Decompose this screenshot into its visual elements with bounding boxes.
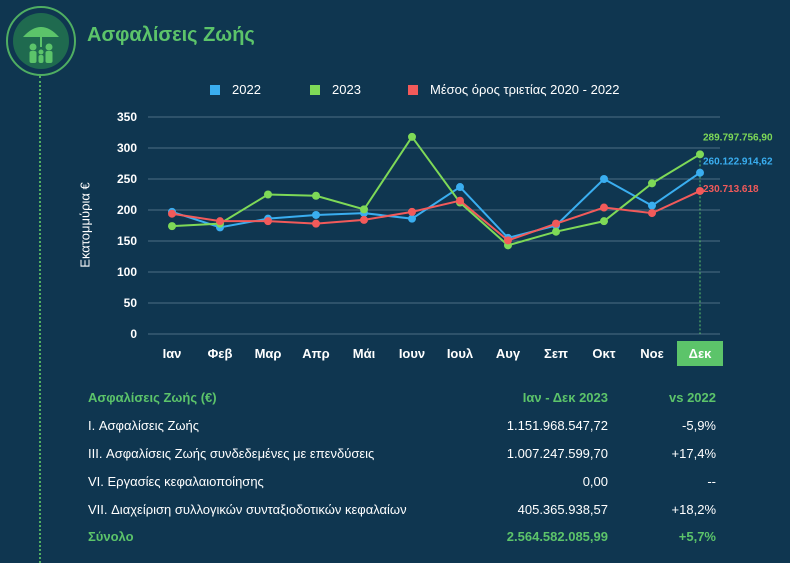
- data-point: [696, 168, 704, 177]
- row-label: VII. Διαχείριση συλλογικών συνταξιοδοτικ…: [88, 502, 407, 517]
- legend-label: 2022: [232, 82, 261, 97]
- data-point: [264, 217, 272, 226]
- header-col1: Ιαν - Δεκ 2023: [522, 390, 608, 405]
- data-point: [312, 210, 320, 219]
- x-tick-label: Αυγ: [496, 346, 521, 361]
- header-col2: vs 2022: [669, 390, 716, 405]
- row-label: VI. Εργασίες κεφαλαιοποίησης: [88, 474, 264, 489]
- end-data-label: 289.797.756,90: [703, 132, 773, 143]
- table-total-row: Σύνολο 2.564.582.085,99 +5,7%: [88, 529, 728, 549]
- end-data-label: 230.713.618: [703, 184, 759, 195]
- data-point: [552, 219, 560, 228]
- data-point: [312, 219, 320, 228]
- data-point: [648, 201, 656, 210]
- series-line: [171, 135, 701, 247]
- row-label: III. Ασφαλίσεις Ζωής συνδεδεμένες με επε…: [88, 446, 375, 461]
- x-tick-label: Απρ: [302, 346, 329, 361]
- data-point: [168, 222, 176, 231]
- x-tick-label: Ιουν: [399, 346, 425, 361]
- dotted-rail: [39, 76, 41, 563]
- row-vs: -5,9%: [682, 418, 716, 433]
- legend-item-2022: 2022: [210, 82, 261, 97]
- umbrella-family-icon: [13, 13, 69, 69]
- legend-swatch: [408, 85, 418, 95]
- data-point: [408, 207, 416, 216]
- page-title: Ασφαλίσεις Ζωής: [87, 24, 255, 46]
- data-point: [168, 209, 176, 218]
- data-point: [456, 196, 464, 205]
- total-value: 2.564.582.085,99: [506, 529, 608, 544]
- y-tick-label: 300: [117, 141, 137, 155]
- row-vs: --: [707, 474, 716, 489]
- data-point: [600, 203, 608, 212]
- data-point: [456, 183, 464, 192]
- legend-item-average: Μέσος όρος τριετίας 2020 - 2022: [408, 82, 620, 97]
- end-data-label: 260.122.914,62: [703, 157, 773, 168]
- total-label: Σύνολο: [88, 529, 134, 544]
- highlight-box: [677, 341, 723, 366]
- y-tick-label: 50: [124, 296, 138, 310]
- legend-swatch: [310, 85, 320, 95]
- data-point: [552, 227, 560, 236]
- y-tick-label: 0: [130, 327, 137, 341]
- header-label: Ασφαλίσεις Ζωής (€): [88, 390, 217, 405]
- data-point: [408, 132, 416, 141]
- data-point: [504, 236, 512, 245]
- series-line: [171, 190, 701, 242]
- x-tick-label: Νοε: [640, 346, 664, 361]
- x-tick-label: Μάι: [353, 346, 376, 361]
- data-point: [216, 217, 224, 226]
- legend-label: 2023: [332, 82, 361, 97]
- data-point: [696, 186, 704, 195]
- data-point: [408, 214, 416, 223]
- data-point: [696, 150, 704, 159]
- data-point: [648, 209, 656, 218]
- x-tick-label: Φεβ: [208, 346, 233, 361]
- y-tick-label: 100: [117, 265, 137, 279]
- row-vs: +18,2%: [671, 502, 716, 517]
- x-tick-label: Οκτ: [592, 346, 615, 361]
- legend-item-2023: 2023: [310, 82, 361, 97]
- y-tick-label: 350: [117, 110, 137, 124]
- data-point: [360, 215, 368, 224]
- table-row: I. Ασφαλίσεις Ζωής 1.151.968.547,72 -5,9…: [88, 418, 728, 438]
- y-tick-label: 250: [117, 172, 137, 186]
- row-value: 0,00: [582, 474, 608, 489]
- legend-label: Μέσος όρος τριετίας 2020 - 2022: [430, 82, 620, 97]
- x-tick-label: Σεπ: [544, 346, 568, 361]
- data-point: [648, 179, 656, 188]
- line-chart: 0 50 100 150 200 250 300 350 Ιαν Φεβ Μαρ Απρ Μάι Ιουν…: [117, 110, 773, 366]
- data-point: [312, 191, 320, 200]
- x-tick-label: Δεκ: [689, 346, 713, 361]
- row-vs: +17,4%: [671, 446, 716, 461]
- row-value: 1.151.968.547,72: [506, 418, 608, 433]
- data-point: [264, 190, 272, 199]
- logo-badge: [6, 6, 76, 76]
- legend-swatch: [210, 85, 220, 95]
- data-point: [600, 217, 608, 226]
- table-row: VII. Διαχείριση συλλογικών συνταξιοδοτικ…: [88, 502, 728, 522]
- row-label: I. Ασφαλίσεις Ζωής: [88, 418, 200, 433]
- row-value: 1.007.247.599,70: [506, 446, 608, 461]
- data-point: [600, 175, 608, 183]
- data-point: [360, 205, 368, 214]
- row-value: 405.365.938,57: [517, 502, 608, 517]
- x-tick-label: Ιαν: [163, 346, 182, 361]
- total-vs: +5,7%: [678, 529, 716, 544]
- x-tick-label: Ιουλ: [447, 346, 474, 361]
- table-row: VI. Εργασίες κεφαλαιοποίησης 0,00 --: [88, 474, 728, 494]
- y-tick-label: 200: [117, 203, 137, 217]
- y-tick-label: 150: [117, 234, 137, 248]
- x-tick-label: Μαρ: [255, 346, 282, 361]
- series-line: [171, 171, 701, 240]
- table-row: III. Ασφαλίσεις Ζωής συνδεδεμένες με επε…: [88, 446, 728, 466]
- table-header: Ασφαλίσεις Ζωής (€) Ιαν - Δεκ 2023 vs 20…: [88, 390, 728, 410]
